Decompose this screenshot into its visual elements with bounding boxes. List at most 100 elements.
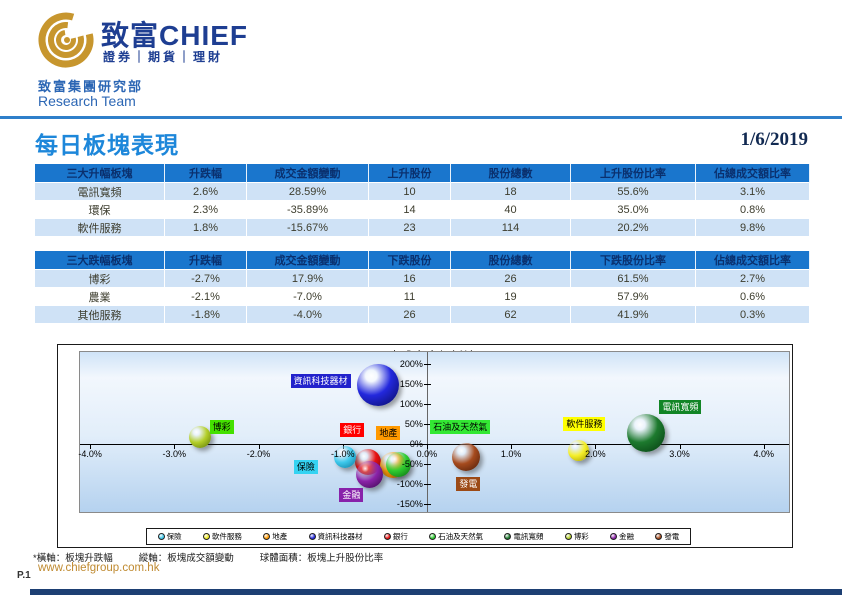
- table-cell: -1.8%: [165, 306, 247, 324]
- bubble-label-gaming: 博彩: [209, 420, 234, 435]
- table-cell: 其他服務: [35, 306, 165, 324]
- table-cell: 62: [451, 306, 571, 324]
- y-axis-tick: [423, 424, 431, 425]
- table-cell: 博彩: [35, 270, 165, 288]
- bubble-label-telecom: 電訊寬頻: [659, 400, 702, 415]
- x-axis-tick: [258, 445, 260, 449]
- column-header: 佔總成交額比率: [696, 251, 810, 270]
- table-cell: 18: [451, 183, 571, 201]
- table-row: 農業 -2.1% -7.0% 11 19 57.9% 0.6%: [35, 288, 810, 306]
- table-cell: 26: [369, 306, 451, 324]
- bubble-software: [567, 439, 589, 461]
- table-cell: 16: [369, 270, 451, 288]
- bubble-label-property: 地產: [376, 426, 401, 441]
- table-cell: 0.3%: [696, 306, 810, 324]
- legend-marker-icon: [655, 533, 663, 540]
- column-header: 成交金額變動: [247, 251, 369, 270]
- table-cell: 11: [369, 288, 451, 306]
- legend-item: 電訊寬頻: [504, 531, 543, 542]
- website-link[interactable]: www.chiefgroup.com.hk: [38, 562, 160, 574]
- y-axis-tick: [423, 384, 431, 385]
- table-cell: 26: [451, 270, 571, 288]
- x-tick-label: 2.0%: [585, 449, 606, 459]
- table-cell: 55.6%: [571, 183, 696, 201]
- bubble-label-software: 軟件服務: [563, 417, 606, 432]
- bubble-financials: [356, 460, 384, 488]
- table-cell: 57.9%: [571, 288, 696, 306]
- bubble-label-oil-gas: 石油及天然氣: [430, 420, 491, 435]
- table-row: 環保 2.3% -35.89% 14 40 35.0% 0.8%: [35, 201, 810, 219]
- y-axis-tick: [423, 444, 431, 445]
- table-cell: 20.2%: [571, 219, 696, 237]
- table-row: 博彩 -2.7% 17.9% 16 26 61.5% 2.7%: [35, 270, 810, 288]
- table-cell: 軟件服務: [35, 219, 165, 237]
- report-date: 1/6/2019: [740, 129, 808, 150]
- legend-item: 石油及天然氣: [429, 531, 483, 542]
- bubble-label-insurance: 保險: [293, 460, 318, 475]
- table-header-row: 三大升幅板塊 升跌幅 成交金額變動 上升股份 股份總數 上升股份比率 佔總成交額比率: [35, 164, 810, 183]
- table-cell: -4.0%: [247, 306, 369, 324]
- bubble-chart: 10大成交金額板塊 -4.0%-3.0%-2.0%-1.0%0.0%1.0%2.…: [57, 344, 793, 548]
- page-number: P.1: [17, 570, 31, 581]
- x-tick-label: 4.0%: [753, 449, 774, 459]
- bubble-insurance: [334, 446, 357, 469]
- column-header: 升跌幅: [165, 251, 247, 270]
- table-cell: -15.67%: [247, 219, 369, 237]
- chart-legend: 保險 軟件服務 地產 資訊科技器材 銀行 石油及天然氣 電訊寬頻 博彩 金融 發電: [146, 528, 691, 545]
- logo-cn: 致富: [101, 20, 160, 51]
- y-axis-tick: [423, 504, 431, 505]
- chief-logo-icon: [38, 12, 94, 68]
- legend-marker-icon: [202, 533, 210, 540]
- table-cell: 3.1%: [696, 183, 810, 201]
- department-name-cn: 致富集團研究部: [38, 79, 144, 94]
- table-cell: 10: [369, 183, 451, 201]
- table-cell: 環保: [35, 201, 165, 219]
- legend-marker-icon: [504, 533, 512, 540]
- logo-tagline: 證券｜期貨｜理財: [103, 50, 224, 64]
- table-row: 其他服務 -1.8% -4.0% 26 62 41.9% 0.3%: [35, 306, 810, 324]
- column-header: 下跌股份比率: [571, 251, 696, 270]
- legend-marker-icon: [383, 533, 391, 540]
- table-cell: 14: [369, 201, 451, 219]
- legend-marker-icon: [308, 533, 316, 540]
- table-cell: 40: [451, 201, 571, 219]
- table-cell: -7.0%: [247, 288, 369, 306]
- x-tick-label: -1.0%: [330, 449, 355, 459]
- x-axis-tick: [511, 445, 513, 449]
- footnote-bubble-area: 球體面積：板塊上升股份比率: [259, 553, 384, 564]
- chart-plot-area: -4.0% -3.0% -2.0% -1.0% 0.0% 1.0% 2.0% 3.0% 4.0%…: [78, 351, 790, 513]
- table-cell: 17.9%: [247, 270, 369, 288]
- legend-item: 發電: [655, 531, 679, 542]
- department-name-en: Research Team: [38, 93, 136, 109]
- x-axis-tick: [763, 445, 765, 449]
- legend-marker-icon: [263, 533, 271, 540]
- column-header: 升跌幅: [165, 164, 247, 183]
- page-title: 每日板塊表現: [35, 133, 179, 158]
- table-cell: 電訊寬頻: [35, 183, 165, 201]
- table-cell: 2.6%: [165, 183, 247, 201]
- decliners-table: 三大跌幅板塊 升跌幅 成交金額變動 下跌股份 股份總數 下跌股份比率 佔總成交額比率 博彩 -2…: [35, 251, 810, 324]
- column-header: 成交金額變動: [247, 164, 369, 183]
- column-header: 股份總數: [451, 251, 571, 270]
- legend-label: 銀行: [392, 532, 408, 541]
- x-axis-tick: [679, 445, 681, 449]
- table-cell: -2.7%: [165, 270, 247, 288]
- legend-label: 石油及天然氣: [438, 532, 484, 541]
- table-cell: 農業: [35, 288, 165, 306]
- logo-wordmark: 致富CHIEF: [101, 14, 248, 54]
- table-cell: 41.9%: [571, 306, 696, 324]
- x-axis-tick: [90, 445, 92, 449]
- footnote-x-axis: *橫軸：板塊升跌幅: [33, 553, 113, 564]
- legend-label: 軟件服務: [211, 532, 242, 541]
- y-axis-tick: [423, 364, 431, 365]
- logo-en: CHIEF: [159, 20, 249, 51]
- table-cell: 61.5%: [571, 270, 696, 288]
- header-divider: [0, 116, 842, 119]
- x-tick-label: 3.0%: [669, 449, 690, 459]
- y-tick-label: -150%: [396, 499, 423, 509]
- column-header: 股份總數: [451, 164, 571, 183]
- column-header: 上升股份: [369, 164, 451, 183]
- y-tick-label: -100%: [396, 479, 423, 489]
- x-axis-line: [80, 444, 789, 445]
